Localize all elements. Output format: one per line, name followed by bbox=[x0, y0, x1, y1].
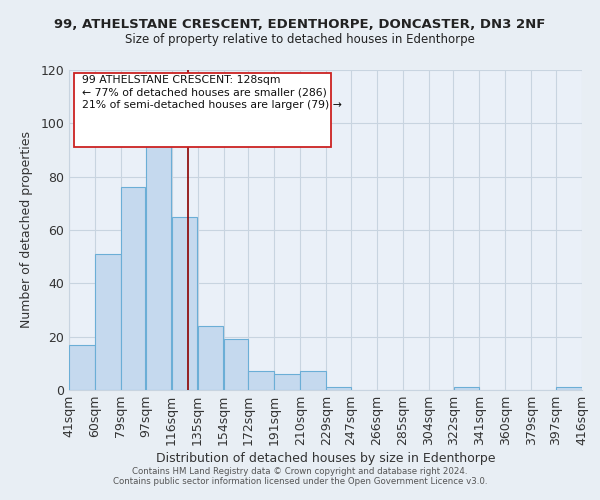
Text: 99, ATHELSTANE CRESCENT, EDENTHORPE, DONCASTER, DN3 2NF: 99, ATHELSTANE CRESCENT, EDENTHORPE, DON… bbox=[55, 18, 545, 30]
Bar bbox=[121, 188, 145, 390]
Y-axis label: Number of detached properties: Number of detached properties bbox=[20, 132, 34, 328]
Text: 21% of semi-detached houses are larger (79) →: 21% of semi-detached houses are larger (… bbox=[82, 100, 342, 110]
Text: Contains public sector information licensed under the Open Government Licence v3: Contains public sector information licen… bbox=[113, 477, 487, 486]
Bar bbox=[146, 128, 172, 390]
Bar bbox=[454, 388, 479, 390]
Text: ← 77% of detached houses are smaller (286): ← 77% of detached houses are smaller (28… bbox=[82, 88, 326, 98]
Bar bbox=[172, 216, 197, 390]
Bar bbox=[326, 388, 350, 390]
Bar bbox=[198, 326, 223, 390]
Bar bbox=[69, 344, 95, 390]
Text: Contains HM Land Registry data © Crown copyright and database right 2024.: Contains HM Land Registry data © Crown c… bbox=[132, 467, 468, 476]
FancyBboxPatch shape bbox=[74, 73, 331, 147]
Text: Size of property relative to detached houses in Edenthorpe: Size of property relative to detached ho… bbox=[125, 32, 475, 46]
Text: 99 ATHELSTANE CRESCENT: 128sqm: 99 ATHELSTANE CRESCENT: 128sqm bbox=[82, 75, 280, 85]
Bar bbox=[274, 374, 300, 390]
Bar bbox=[248, 372, 274, 390]
X-axis label: Distribution of detached houses by size in Edenthorpe: Distribution of detached houses by size … bbox=[156, 452, 495, 466]
Bar bbox=[301, 372, 326, 390]
Bar bbox=[224, 340, 248, 390]
Bar bbox=[556, 388, 582, 390]
Bar bbox=[95, 254, 121, 390]
